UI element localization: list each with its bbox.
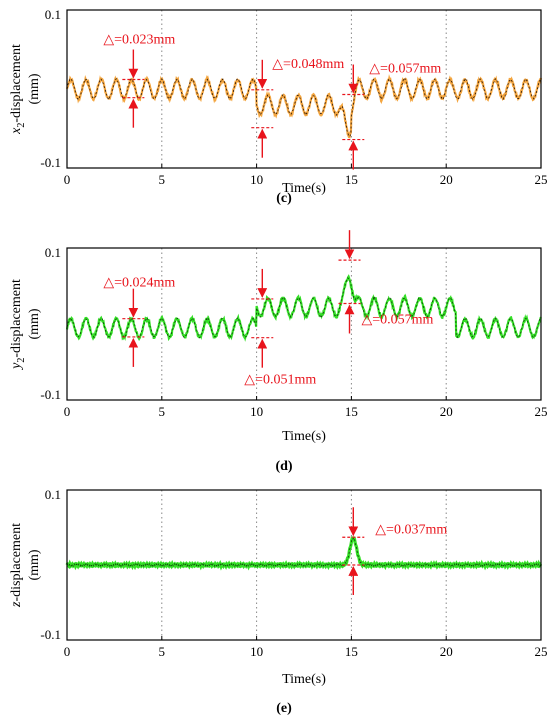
y-tick-label: 0.1 [45,245,61,260]
annotation-label: △=0.037mm [375,522,447,537]
x-tick-label: 20 [440,404,453,419]
panel-label: (c) [276,191,292,206]
panel-label: (d) [275,459,292,474]
x-tick-label: 5 [159,404,166,419]
x-tick-label: 5 [159,644,166,659]
x-tick-label: 20 [440,172,453,187]
x-axis-label: Time(s) [282,672,326,687]
annotation-label: △=0.051mm [244,373,316,388]
series-line [65,274,542,342]
x-tick-label: 25 [535,404,548,419]
y-tick-label: 0.1 [45,487,61,502]
panel-d: 0 5 10 15 20 250.1-0.1Time(s)y2-displacement(… [9,230,548,474]
x-tick-label: 10 [250,644,263,659]
series-line-core [66,77,542,137]
y-tick-label: 0.1 [45,7,61,22]
x-tick-label: 15 [345,172,358,187]
x-tick-label: 0 [64,644,71,659]
x-tick-label: 5 [159,172,166,187]
panel-label: (e) [276,701,292,716]
plot-frame [66,489,542,641]
y-axis-unit: (mm) [27,549,42,580]
plot-frame [66,247,542,401]
y-tick-label: -0.1 [40,387,61,402]
annotation-label: △=0.057mm [362,312,434,327]
panel-e: 0 5 10 15 20 25 0.1 -0.1 Time(s) z-displacement (m… [9,487,548,716]
plot-frame [66,9,542,169]
series-line [65,536,543,571]
x-tick-label: 10 [250,172,263,187]
annotation-label: △=0.023mm [103,33,175,48]
x-tick-label: 20 [440,644,453,659]
y-axis-unit: (mm) [27,73,42,104]
annotation-label: △=0.048mm [272,57,344,72]
series-line [65,74,543,139]
y-axis-label: x2-displacement [9,44,27,135]
annotation-label: △=0.057mm [369,62,441,77]
x-tick-label: 0 [64,172,71,187]
y-tick-label: -0.1 [40,155,61,170]
x-tick-label: 0 [64,404,71,419]
x-tick-label: 15 [345,404,358,419]
series-line-core [66,277,542,339]
x-tick-label: 25 [535,172,548,187]
y-tick-label: -0.1 [40,627,61,642]
x-axis-label: Time(s) [282,181,326,196]
y-axis-label: y2-displacement [9,279,27,371]
series-line-core [66,537,542,568]
x-tick-label: 15 [345,644,358,659]
annotation-label: △=0.024mm [103,276,175,291]
x-axis-label: Time(s) [282,429,326,444]
x-tick-label: 25 [535,644,548,659]
panel-c: 0 5 10 15 20 250.1-0.1Time(s)x2-displacement(… [9,7,548,206]
y-axis-unit: (mm) [27,308,42,339]
y-axis-label: z-displacement [9,523,24,608]
x-tick-label: 10 [250,404,263,419]
